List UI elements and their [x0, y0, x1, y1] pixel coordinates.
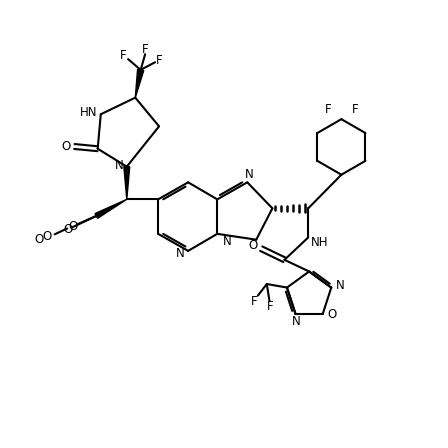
Text: F: F: [121, 49, 127, 62]
Text: F: F: [267, 300, 274, 313]
Text: F: F: [142, 43, 148, 56]
Polygon shape: [124, 167, 130, 199]
Text: N: N: [336, 279, 345, 292]
Text: N: N: [115, 159, 124, 172]
Text: O: O: [43, 230, 52, 243]
Text: N: N: [223, 235, 232, 248]
Text: O: O: [62, 140, 71, 153]
Text: F: F: [325, 103, 331, 116]
Text: O: O: [249, 238, 258, 252]
Text: O: O: [35, 233, 44, 246]
Text: F: F: [156, 54, 163, 68]
Text: N: N: [176, 246, 185, 260]
Text: HN: HN: [79, 105, 97, 119]
Text: F: F: [251, 294, 258, 307]
Text: N: N: [245, 168, 254, 181]
Text: F: F: [352, 103, 358, 116]
Text: N: N: [292, 315, 301, 328]
Polygon shape: [135, 69, 144, 98]
Text: O: O: [327, 308, 336, 321]
Text: O: O: [68, 220, 77, 233]
Text: O: O: [64, 223, 73, 236]
Polygon shape: [95, 199, 127, 218]
Text: NH: NH: [310, 236, 328, 250]
